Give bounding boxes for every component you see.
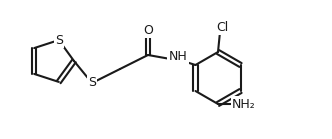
Text: NH: NH bbox=[169, 49, 187, 63]
Text: S: S bbox=[88, 76, 96, 90]
Text: O: O bbox=[143, 23, 153, 37]
Text: Cl: Cl bbox=[216, 20, 228, 33]
Text: S: S bbox=[55, 34, 63, 47]
Text: NH₂: NH₂ bbox=[232, 97, 256, 111]
